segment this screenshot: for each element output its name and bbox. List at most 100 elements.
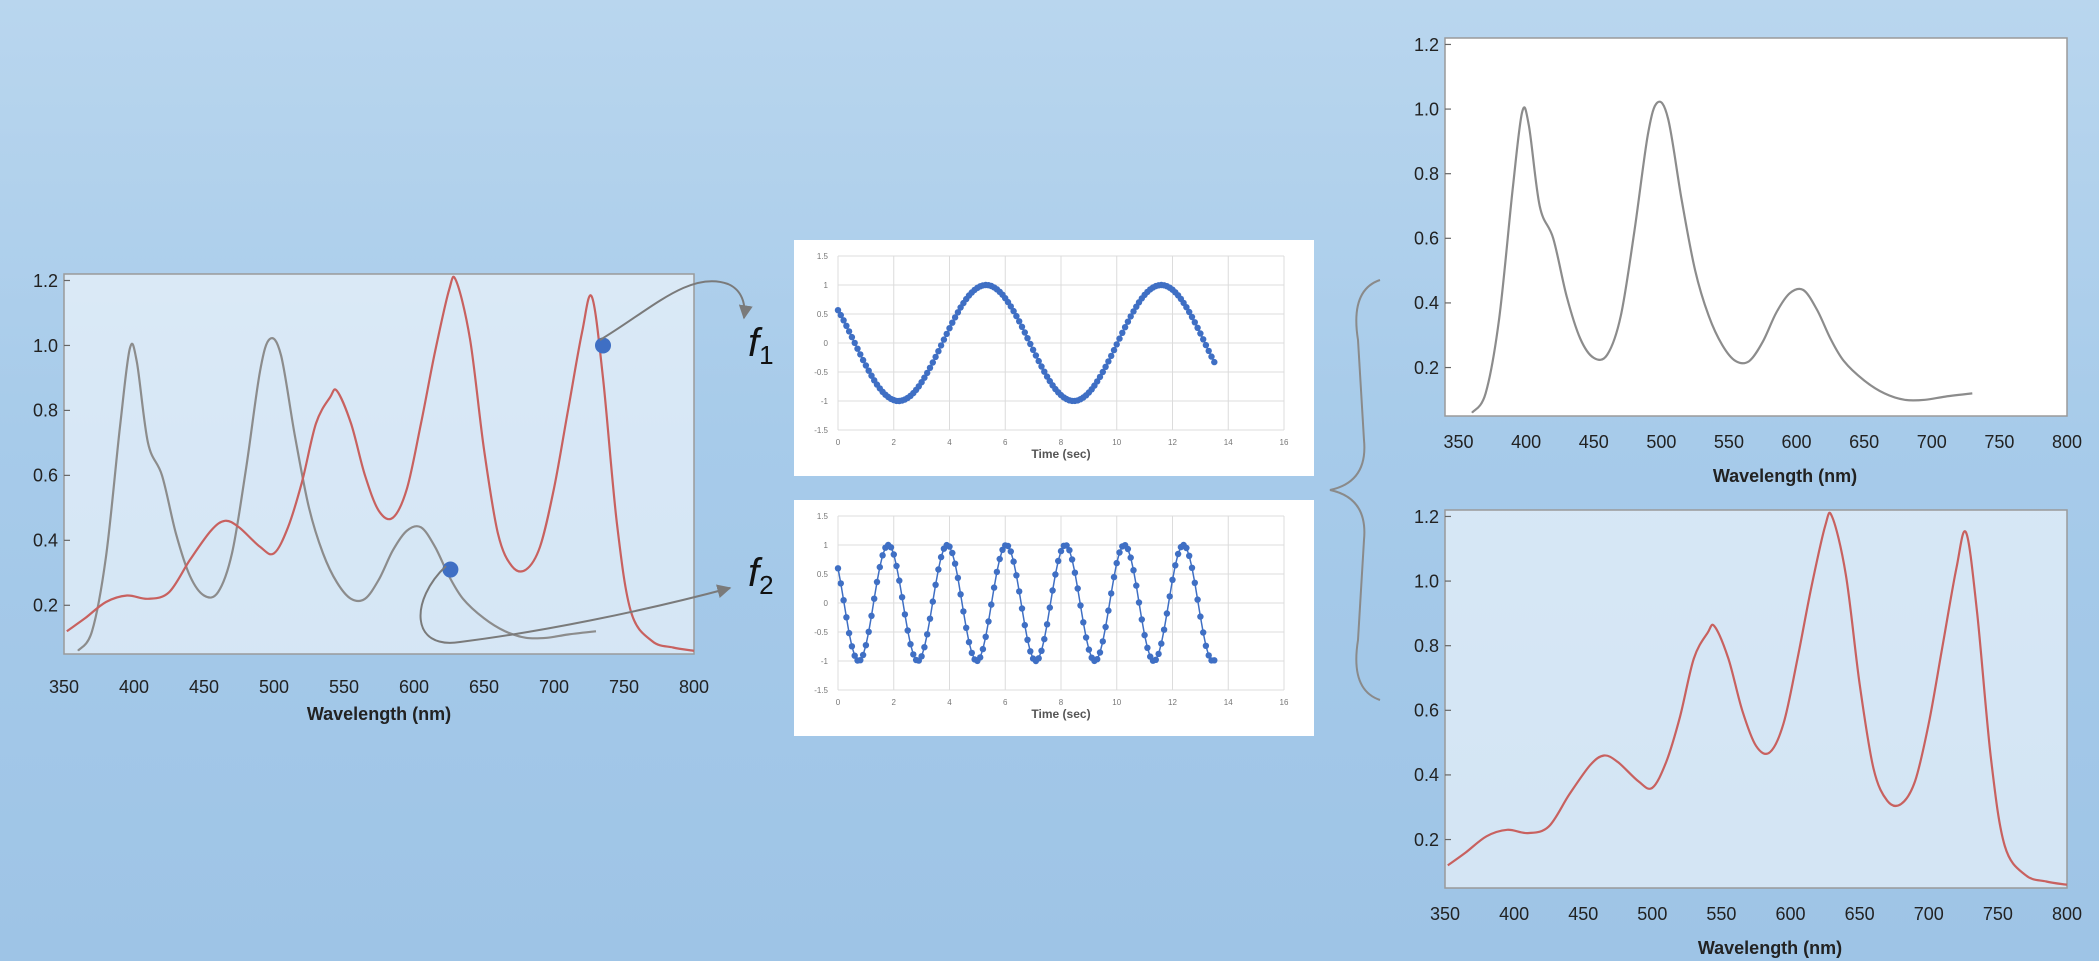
data-point [904, 627, 911, 634]
data-point [854, 345, 861, 352]
y-tick-label: 0.4 [1414, 293, 1439, 313]
data-point [848, 643, 856, 650]
data-point [834, 565, 842, 572]
data-point [921, 644, 928, 651]
data-point [1038, 647, 1045, 654]
series-line-0 [77, 337, 597, 652]
data-point [1110, 573, 1118, 581]
data-point [932, 353, 939, 361]
data-point [857, 351, 864, 358]
data-point [845, 629, 853, 637]
data-point [879, 552, 886, 559]
y-tick-label: 0 [824, 339, 829, 348]
data-point [949, 319, 956, 326]
data-point [1018, 605, 1026, 612]
data-point [924, 631, 931, 638]
data-point [843, 322, 850, 329]
x-tick-label: 700 [1917, 432, 1947, 452]
data-point [1158, 640, 1165, 647]
data-point [1191, 579, 1199, 586]
x-tick-label: 350 [49, 677, 79, 697]
x-tick-label: 750 [1983, 904, 2013, 924]
data-point [1074, 585, 1081, 592]
x-tick-label: 6 [1003, 438, 1008, 447]
data-point [1152, 656, 1160, 663]
data-point [929, 598, 936, 605]
data-point [1119, 329, 1126, 336]
data-point [1063, 542, 1070, 549]
x-tick-label: 16 [1280, 698, 1289, 707]
data-point [982, 633, 989, 640]
data-point [918, 653, 925, 660]
x-tick-label: 400 [1499, 904, 1529, 924]
combined-plot-area [64, 274, 694, 654]
data-point [926, 615, 934, 622]
y-tick-label: 0.6 [1414, 701, 1439, 721]
x-tick-label: 450 [1568, 904, 1598, 924]
x-tick-label: 10 [1112, 438, 1121, 447]
data-point [1169, 576, 1176, 583]
data-point [868, 612, 875, 619]
data-point [1138, 616, 1146, 623]
y-tick-label: -1.5 [814, 426, 828, 435]
x-tick-label: 0 [836, 438, 841, 447]
x-tick-label: 450 [189, 677, 219, 697]
data-point [965, 638, 973, 646]
data-point [1202, 642, 1210, 649]
data-point [1046, 604, 1054, 611]
data-point [901, 611, 909, 618]
data-point [1127, 313, 1134, 320]
y-tick-label: 0 [824, 599, 829, 608]
gray-plot-area [1445, 38, 2067, 416]
red-plot-frame [1444, 509, 2068, 889]
curly-brace [1329, 279, 1381, 701]
data-point [1200, 336, 1207, 343]
x-tick-label: 350 [1443, 432, 1473, 452]
y-tick-label: 0.2 [33, 596, 58, 616]
data-point [960, 608, 967, 615]
f1-chart-panel [794, 240, 1314, 476]
y-tick-label: 0.6 [33, 466, 58, 486]
y-tick-label: 1.2 [33, 271, 58, 291]
data-point [890, 551, 897, 558]
data-point [876, 563, 883, 571]
highlight-point-1 [442, 561, 459, 578]
data-point [926, 364, 934, 371]
gray-x-axis-label: Wavelength (nm) [1713, 466, 1857, 486]
data-point [1066, 547, 1073, 554]
data-point [937, 553, 945, 561]
data-point [1127, 554, 1134, 561]
data-point [1194, 324, 1201, 331]
data-point [1102, 623, 1109, 631]
data-point [1211, 657, 1218, 664]
y-tick-label: -0.5 [814, 368, 828, 377]
gray-spectrum-chart: 350 400 450 500 550 600 650 700 750 800 0.2 0.4 0.6 0… [1414, 35, 2082, 486]
x-tick-label: 550 [329, 677, 359, 697]
data-point [1041, 368, 1048, 375]
data-point [873, 578, 881, 586]
data-point [1188, 564, 1196, 571]
x-tick-label: 550 [1706, 904, 1736, 924]
data-point [1144, 644, 1151, 651]
gray-plot-frame [1444, 37, 2068, 417]
f2-sine-chart: 0 2 4 6 8 10 12 14 16 -1.5 -1 -0.5 0 0.5 1 1.5 Time (se… [794, 500, 1314, 736]
data-point [1027, 340, 1034, 348]
data-point [1010, 558, 1017, 565]
combined-spectrum-chart: 350 400 450 500 550 600 650 700 750 800 0.2 0.4 0.6 0… [33, 271, 709, 724]
data-point [1113, 341, 1120, 348]
data-point [1099, 638, 1107, 645]
data-point [1205, 652, 1212, 659]
f1-x-axis-label: Time (sec) [1031, 447, 1090, 461]
data-point [993, 568, 1001, 576]
x-tick-label: 450 [1579, 432, 1609, 452]
x-tick-label: 800 [679, 677, 709, 697]
data-point [1004, 542, 1012, 550]
data-point [1016, 318, 1023, 325]
data-point [851, 652, 858, 659]
data-point [1202, 341, 1210, 349]
data-point [1085, 646, 1093, 653]
x-tick-label: 550 [1714, 432, 1744, 452]
data-point [1110, 346, 1118, 354]
red-plot-area [1445, 510, 2067, 888]
x-tick-label: 8 [1059, 438, 1064, 447]
